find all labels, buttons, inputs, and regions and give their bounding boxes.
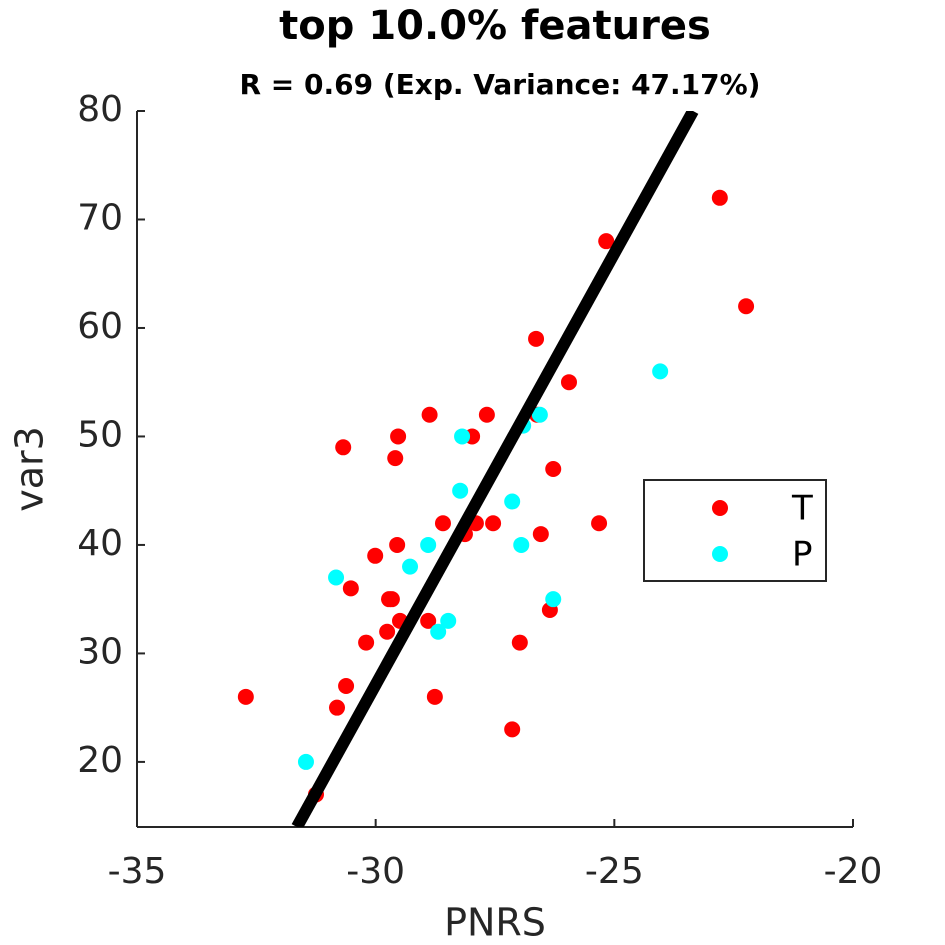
point: [545, 461, 562, 477]
chart-title: top 10.0% features: [279, 3, 711, 49]
y-tick-label: 50: [77, 414, 123, 455]
legend-label: P: [792, 535, 813, 575]
point: [367, 547, 384, 564]
point: [513, 536, 530, 553]
point: [511, 634, 528, 651]
point: [421, 406, 438, 423]
point: [420, 612, 437, 629]
point: [504, 493, 521, 510]
point: [560, 374, 577, 391]
point: [485, 515, 502, 532]
point: [434, 515, 451, 532]
x-tick-label: -20: [824, 851, 883, 892]
point: [237, 688, 254, 705]
point: [545, 591, 562, 608]
point: [387, 450, 404, 467]
point: [738, 298, 755, 315]
legend: TP: [643, 479, 827, 582]
point: [358, 634, 375, 651]
point: [440, 612, 457, 629]
point: [711, 189, 728, 206]
legend-marker: [712, 546, 728, 562]
legend-marker: [712, 500, 728, 516]
point: [328, 569, 345, 586]
point: [532, 526, 549, 543]
point: [389, 536, 406, 553]
point: [420, 536, 437, 553]
y-tick-label: 60: [77, 306, 123, 347]
point: [338, 677, 355, 694]
legend-box: [643, 479, 827, 582]
point: [528, 330, 545, 347]
x-axis-label: PNRS: [444, 901, 546, 945]
x-tick-label: -25: [585, 851, 644, 892]
point: [379, 623, 396, 640]
x-tick-label: -30: [346, 851, 405, 892]
point: [452, 482, 469, 499]
x-tick-label: -35: [108, 851, 167, 892]
point: [454, 428, 471, 445]
point: [591, 515, 608, 532]
point: [504, 721, 521, 738]
y-tick-label: 70: [77, 197, 123, 238]
chart-subtitle: R = 0.69 (Exp. Variance: 47.17%): [240, 68, 761, 101]
point: [329, 699, 346, 716]
point: [430, 623, 447, 640]
y-tick-label: 30: [77, 631, 123, 672]
legend-label: T: [791, 489, 813, 529]
point: [390, 428, 407, 445]
point: [478, 406, 495, 423]
plot-area: [237, 111, 755, 827]
point: [402, 558, 419, 575]
point: [383, 591, 400, 608]
y-tick-label: 40: [77, 523, 123, 564]
point: [652, 363, 669, 380]
point: [598, 233, 615, 250]
point: [531, 406, 548, 423]
fit-line: [291, 111, 699, 827]
y-tick-label: 20: [77, 740, 123, 781]
y-tick-label: 80: [77, 89, 123, 130]
y-axis-label: var3: [8, 426, 52, 512]
point: [297, 753, 314, 770]
point: [342, 580, 359, 597]
point: [426, 688, 443, 705]
point: [335, 439, 352, 456]
